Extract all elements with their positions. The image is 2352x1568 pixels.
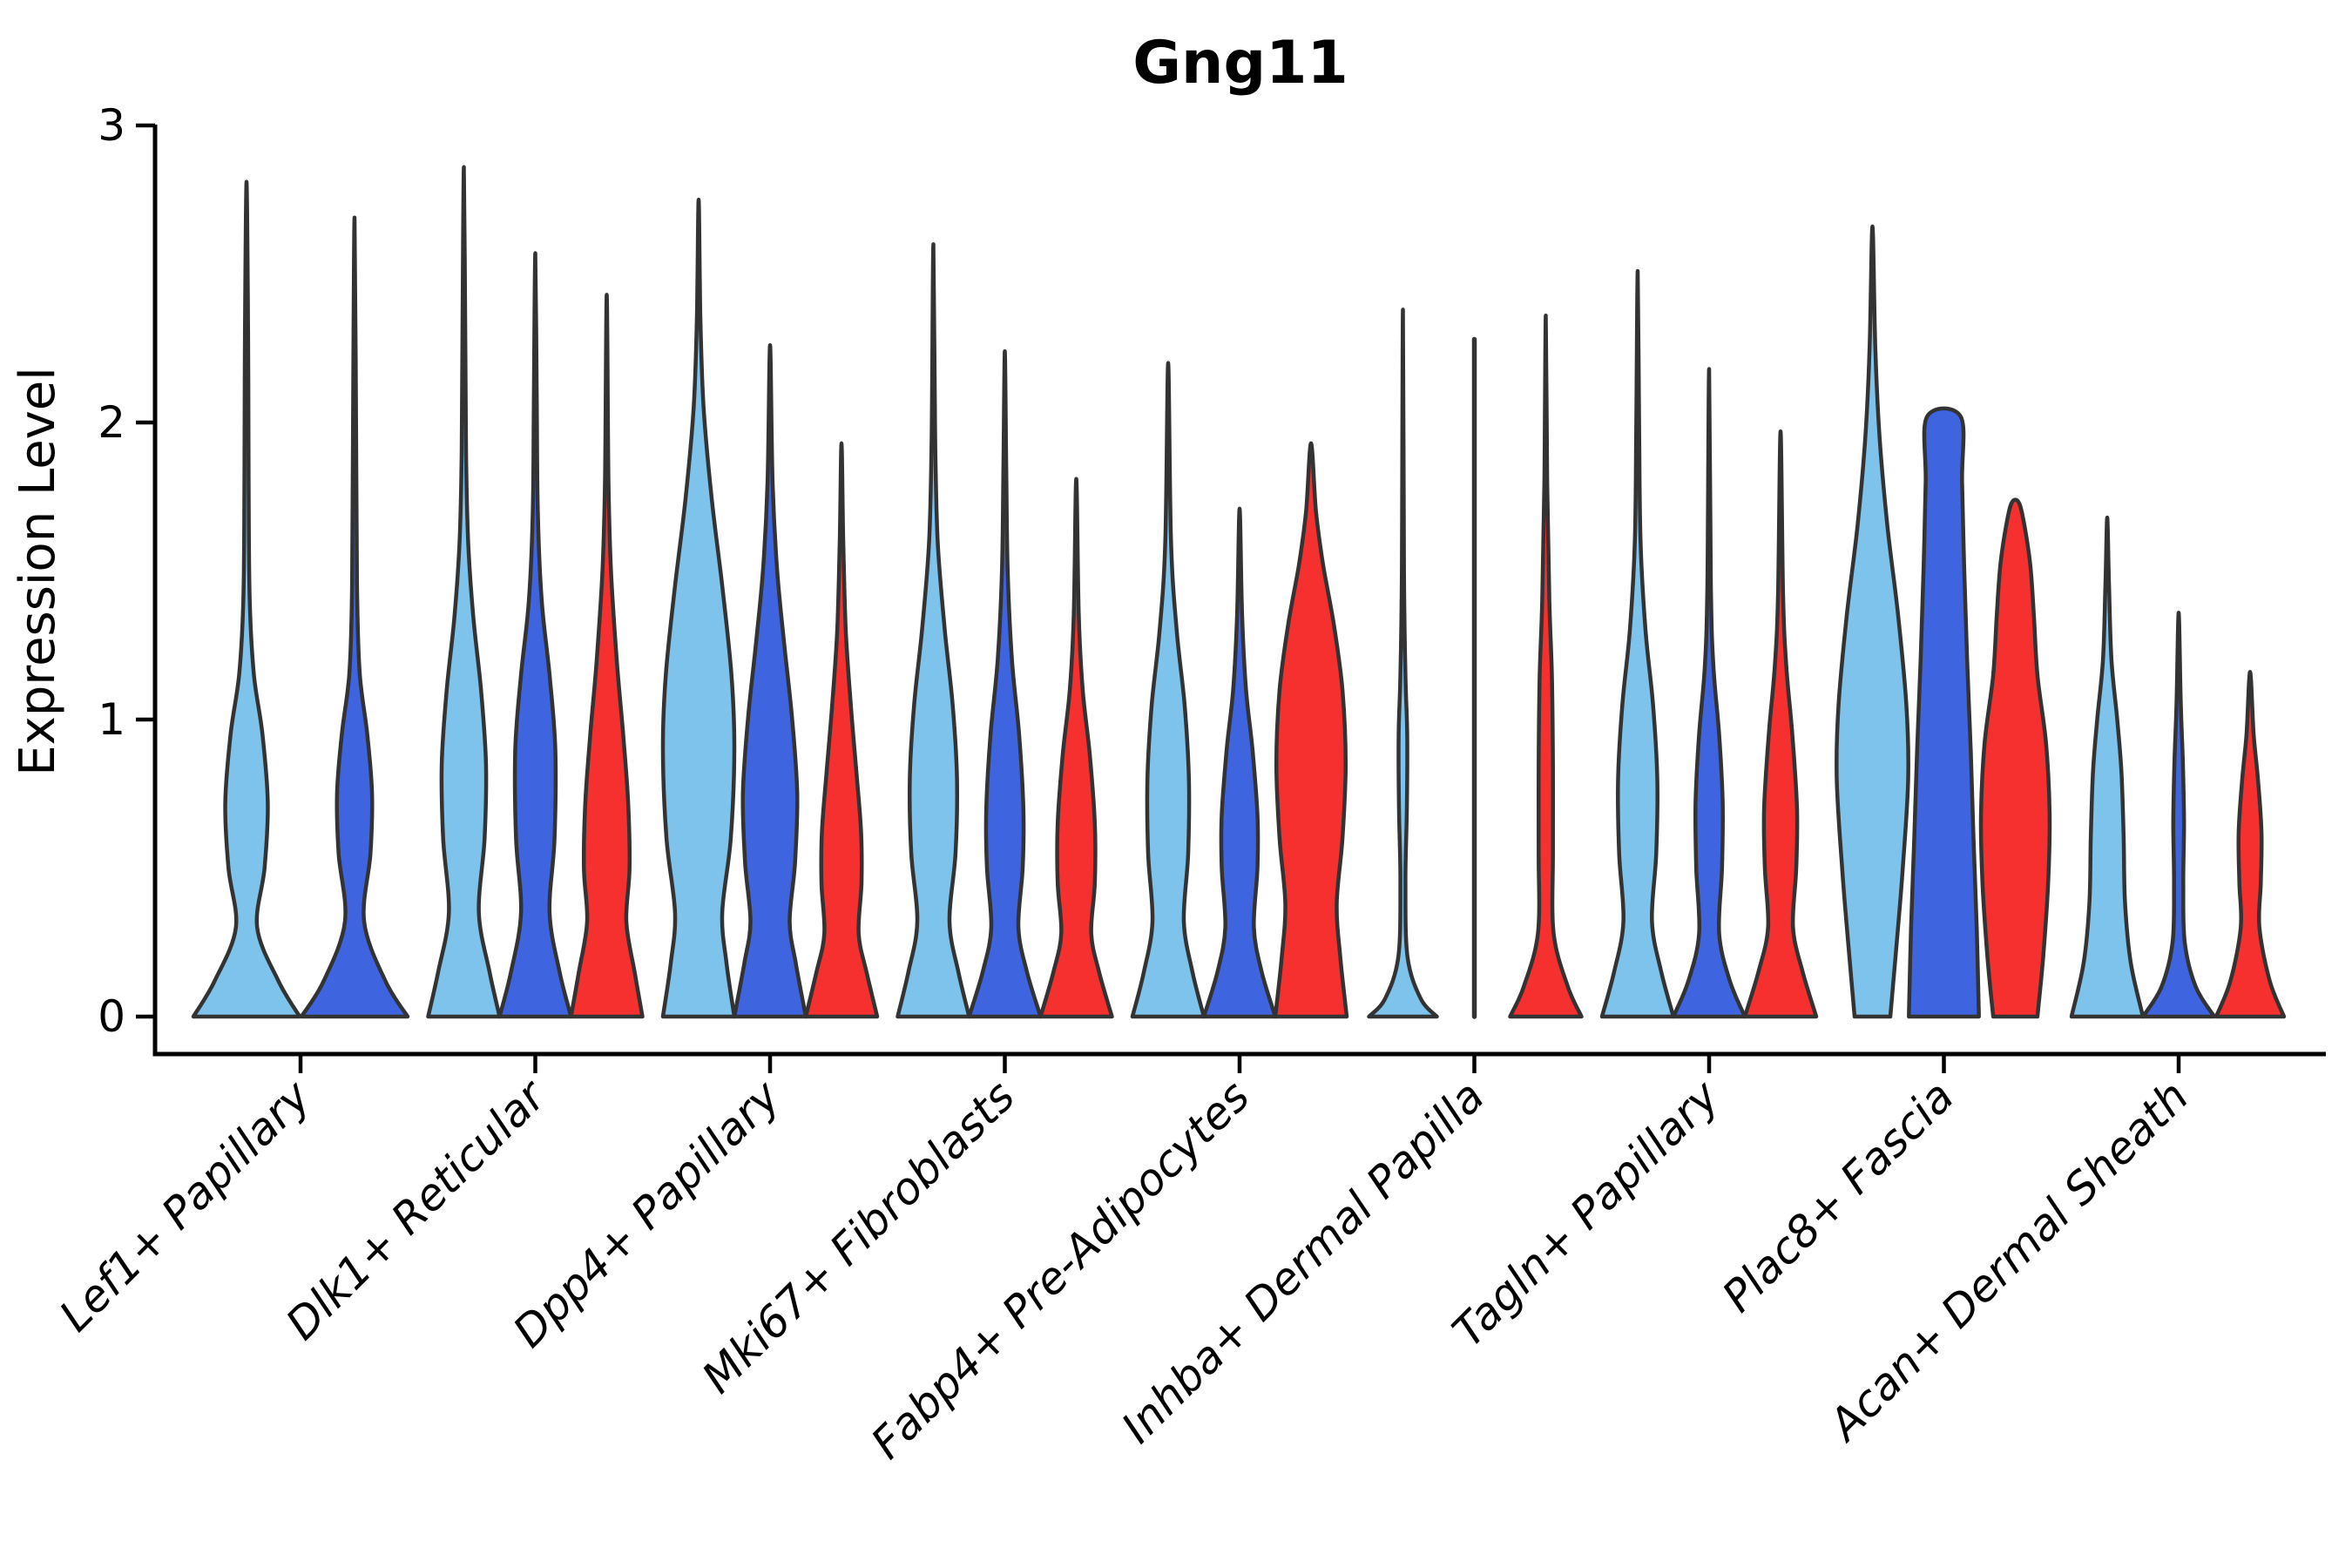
violin-group-acan-dermal-sheath (2069, 515, 2287, 1019)
violin-group-tagln-papillary (1599, 268, 1819, 1019)
violin-inhba-dermal-papilla-light-blue (1367, 308, 1439, 1019)
x-tick-label-plac8-fascia: Plac8+ Fascia (1713, 1071, 1963, 1321)
violin-dpp4-papillary-red (803, 441, 880, 1019)
violin-plac8-fascia-dark-blue (1907, 406, 1981, 1019)
y-axis-label: Expression Level (10, 367, 66, 776)
violin-acan-dermal-sheath-red (2213, 670, 2287, 1019)
violin-fabp4-pre-adipocytes-dark-blue (1201, 506, 1278, 1019)
violin-tagln-papillary-red (1742, 429, 1819, 1019)
violin-group-inhba-dermal-papilla (1367, 308, 1584, 1019)
violin-plac8-fascia-light-blue (1835, 224, 1910, 1019)
violin-lef1-papillary-dark-blue (299, 215, 410, 1019)
violin-group-mki67-fibroblasts (896, 242, 1114, 1019)
violin-acan-dermal-sheath-dark-blue (2140, 610, 2217, 1019)
violin-mki67-fibroblasts-red (1038, 476, 1114, 1019)
y-axis: 0 1 2 3 (98, 100, 158, 1057)
violin-fabp4-pre-adipocytes-light-blue (1130, 361, 1206, 1019)
violin-dlk1-reticular-dark-blue (497, 251, 573, 1019)
violin-group-dpp4-papillary (660, 198, 880, 1019)
x-tick-label-dlk1-reticular: Dlk1+ Reticular (276, 1069, 557, 1349)
violins-layer (191, 165, 2287, 1019)
y-tick-label-0: 0 (98, 991, 125, 1042)
chart-title: Gng11 (1132, 29, 1348, 98)
y-tick-label-1: 1 (98, 694, 125, 745)
y-tick-label-2: 2 (98, 397, 125, 448)
violin-tagln-papillary-light-blue (1599, 268, 1676, 1019)
violin-dpp4-papillary-light-blue (660, 198, 737, 1019)
violin-group-dlk1-reticular (426, 165, 645, 1019)
violin-group-plac8-fascia (1835, 224, 2052, 1019)
violin-lef1-papillary-light-blue (191, 179, 302, 1019)
violin-mki67-fibroblasts-light-blue (896, 242, 971, 1019)
violin-dlk1-reticular-red (569, 293, 645, 1019)
violin-acan-dermal-sheath-light-blue (2069, 515, 2146, 1019)
violin-dpp4-papillary-dark-blue (732, 343, 808, 1019)
violin-group-lef1-papillary (191, 179, 410, 1019)
y-tick-label-3: 3 (98, 100, 125, 151)
violin-tagln-papillary-dark-blue (1671, 367, 1747, 1019)
violin-fabp4-pre-adipocytes-red (1273, 441, 1349, 1019)
violin-plac8-fascia-red (1978, 497, 2052, 1019)
x-tick-label-fabp4-pre-adipocytes: Fabp4+ Pre-Adipocytes (862, 1071, 1260, 1469)
x-tick-label-lef1-papillary: Lef1+ Papillary (50, 1070, 321, 1341)
violin-mki67-fibroblasts-dark-blue (967, 348, 1043, 1019)
violin-inhba-dermal-papilla-red (1508, 313, 1584, 1019)
violin-group-fabp4-pre-adipocytes (1130, 361, 1349, 1019)
violin-dlk1-reticular-light-blue (426, 165, 502, 1019)
